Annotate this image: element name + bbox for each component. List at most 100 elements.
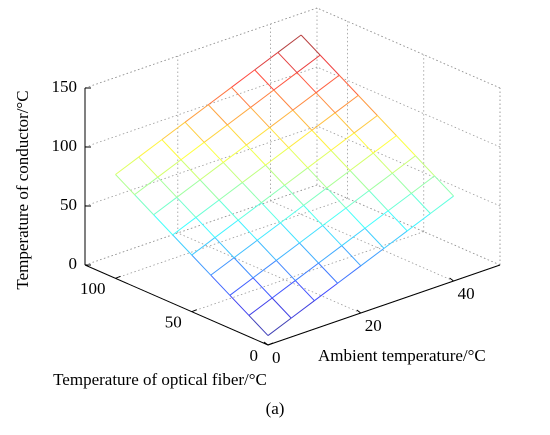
mesh-edge (246, 144, 266, 166)
mesh-edge (296, 72, 317, 94)
mesh-edge (246, 127, 270, 146)
mesh-edge (184, 121, 205, 143)
mesh-edge (237, 219, 258, 241)
mesh-edge (387, 192, 412, 212)
mesh-edge (368, 172, 393, 192)
mesh-edge (349, 170, 370, 191)
box-edge (316, 184, 501, 266)
mesh-edge (115, 156, 140, 175)
grid-line (84, 184, 318, 266)
mesh-edge (254, 52, 279, 71)
mesh-edge (176, 179, 201, 198)
mesh-edge (357, 95, 378, 116)
mesh-edge (277, 52, 298, 73)
mesh-edge (307, 167, 328, 189)
mesh-edge (353, 132, 374, 154)
z-tick-label: 100 (52, 136, 78, 155)
mesh-edge (229, 294, 250, 316)
mesh-edge (314, 282, 338, 302)
mesh-edge (115, 174, 135, 195)
mesh-edge (410, 193, 431, 214)
mesh-edge (349, 152, 374, 171)
mesh-edge (292, 109, 313, 131)
mesh-edge (299, 225, 323, 244)
mesh-edge (214, 237, 235, 259)
mesh-edge (214, 219, 239, 238)
mesh-edge (334, 94, 359, 114)
mesh-edge (207, 86, 232, 106)
mesh-edge (307, 149, 332, 169)
mesh-edge (275, 260, 296, 281)
mesh-edge (248, 315, 269, 336)
z-axis-label: Temperature of conductor/°C (13, 90, 32, 289)
mesh-edge (391, 172, 412, 194)
mesh-edge (250, 89, 275, 108)
tick-mark (115, 275, 121, 279)
mesh-edge (330, 132, 355, 151)
mesh-edge (267, 317, 292, 336)
mesh-edge (318, 245, 343, 264)
mesh-edge (207, 104, 228, 126)
mesh-edge (134, 194, 154, 216)
mesh-edge (226, 124, 247, 146)
x-tick-label: 0 (272, 348, 281, 367)
mesh-edge (376, 115, 397, 136)
mesh-edge (269, 127, 290, 149)
mesh-edge (280, 222, 300, 244)
tick-mark (356, 309, 362, 314)
mesh-edge (153, 196, 178, 216)
mesh-edge (229, 277, 254, 296)
mesh-edge (180, 141, 205, 161)
y-tick-label: 0 (250, 346, 259, 365)
mesh-edge (269, 109, 294, 128)
y-tick-label: 100 (80, 279, 106, 298)
mesh-edge (241, 164, 266, 183)
mesh-edge (284, 184, 304, 206)
mesh-edge (326, 187, 347, 209)
grid-line (84, 7, 318, 89)
mesh-edge (218, 182, 243, 201)
mesh-edge (153, 214, 174, 236)
y-tick-label: 50 (165, 313, 182, 332)
mesh-edge (271, 297, 292, 319)
mesh-edge (271, 280, 296, 299)
mesh-edge (396, 135, 416, 157)
mesh-edge (241, 182, 262, 204)
mesh-edge (290, 300, 315, 319)
mesh-edge (364, 210, 389, 229)
mesh-edge (252, 260, 277, 279)
mesh-edge (288, 129, 313, 149)
mesh-edge (434, 175, 454, 197)
mesh-edge (227, 107, 251, 126)
mesh-edge (256, 222, 281, 241)
x-tick-label: 20 (365, 316, 382, 335)
mesh-edge (273, 89, 294, 111)
mesh-edge (415, 155, 435, 177)
mesh-edge (288, 147, 309, 169)
mesh-edge (191, 237, 216, 256)
mesh-edge (334, 112, 355, 134)
mesh-edge (319, 54, 340, 76)
mesh-edge (300, 34, 321, 56)
mesh-edge (338, 74, 359, 96)
grid-line (84, 66, 318, 148)
grid-line (84, 125, 318, 207)
mesh-edge (172, 217, 197, 236)
mesh-edge (277, 34, 302, 53)
mesh-edge (184, 104, 209, 123)
mesh-edge (280, 205, 304, 224)
mesh-edge (222, 162, 243, 183)
mesh-edge (265, 164, 285, 186)
mesh-edge (256, 239, 277, 261)
mesh-edge (368, 190, 389, 212)
mesh-edge (387, 210, 408, 232)
x-axis-label: Ambient temperature/°C (318, 346, 486, 365)
mesh-edge (254, 69, 275, 91)
mesh-edge (161, 139, 182, 161)
mesh-edge (330, 150, 351, 171)
mesh-edge (311, 129, 332, 151)
z-tick-label: 50 (60, 195, 77, 214)
mesh-edge (172, 234, 193, 256)
mesh-edge (294, 280, 315, 302)
box-edge (316, 7, 501, 89)
